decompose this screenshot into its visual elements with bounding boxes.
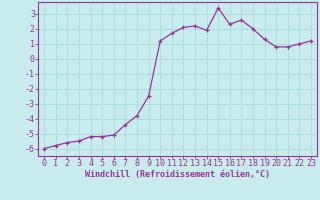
X-axis label: Windchill (Refroidissement éolien,°C): Windchill (Refroidissement éolien,°C)	[85, 170, 270, 179]
